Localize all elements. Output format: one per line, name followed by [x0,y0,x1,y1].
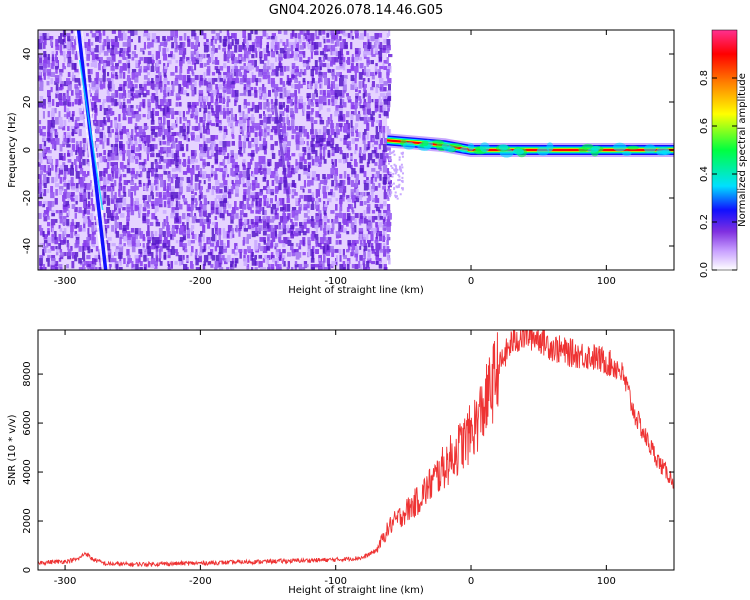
snr-ylabel: SNR (10 * v/v) [7,414,18,485]
snr-ytick-label: 8000 [22,361,33,386]
carrier-blob [421,140,429,147]
carrier-blob [441,143,451,150]
snr-xtick-label: 0 [468,576,474,587]
diagonal-streak [76,30,108,270]
spectrogram-ytick-label: 0 [22,147,33,153]
carrier-blob [512,148,525,155]
spectrogram-xtick-label: 0 [468,276,474,287]
spectrogram-xtick-label: 100 [597,276,616,287]
snr-frame [37,329,675,571]
carrier-blob [656,150,668,156]
carrier-blob [498,144,509,151]
carrier-blob [536,146,550,156]
spectrogram-ytick-label: -20 [22,190,33,206]
colorbar-gradient [711,29,738,271]
noise-speckle-layer [38,30,392,270]
snr-series-line [38,330,674,568]
snr-ytick-label: 2000 [22,508,33,533]
faint-speckles [387,150,404,200]
snr-plot-area [38,330,674,568]
carrier-blob [587,148,599,153]
noise-speckle-layer [38,30,392,270]
spectrogram-ytick-label: 40 [22,48,33,61]
snr-ytick-label: 0 [22,567,33,573]
colorbar-tick-label: 0.8 [699,70,710,86]
carrier-blob [479,142,490,153]
carrier-blob [467,143,475,151]
spectrogram-xtick-label: -200 [189,276,212,287]
noise-speckles [38,30,393,270]
spectrogram-xtick-label: -300 [54,276,77,287]
carrier-blobs [400,139,672,158]
noise-speckle-layer [38,30,392,270]
snr-xtick-label: -300 [54,576,77,587]
carrier-blob [621,150,632,156]
spectrogram-ylabel: Frequency (Hz) [7,112,18,188]
colorbar-tick-label: 0.2 [699,214,710,230]
diagonal-streak-core [78,59,104,211]
spectrogram-xtick-label: -100 [324,276,347,287]
snr-xlabel: Height of straight line (km) [288,585,424,596]
carrier-blob [546,142,554,152]
colorbar-label: Normalized spectral amplitude [737,73,748,227]
snr-xtick-label: -100 [324,576,347,587]
snr-ytick-label: 6000 [22,410,33,435]
snr-xtick-label: -200 [189,576,212,587]
carrier-blob [402,141,416,150]
spectrogram-xlabel: Height of straight line (km) [288,285,424,296]
spectrogram-plot-area [38,30,674,270]
colorbar-tick-label: 0.4 [699,166,710,182]
spectrogram-ytick-label: -40 [22,238,33,254]
faint-streak [273,101,290,199]
snr-ytick-label: 4000 [22,459,33,484]
colorbar-tick-label: 0.6 [699,118,710,134]
carrier-blob [644,144,656,154]
carrier-blob [459,147,468,153]
colorbar-tick-label: 0.0 [699,262,710,278]
spectrogram-ytick-label: 20 [22,96,33,109]
noise-speckle-layer [38,30,393,270]
chart-title: GN04.2026.078.14.46.G05 [269,3,444,18]
snr-xtick-label: 100 [597,576,616,587]
colorbar-axes: 0.0 0.2 0.4 0.6 0.8 [699,70,737,278]
carrier-blob [613,142,627,152]
noise-speckle-layer [38,30,392,270]
colorbar: 0.0 0.2 0.4 0.6 0.8 Normalized spectral ampl… [699,29,748,278]
carrier-blob [627,145,640,150]
